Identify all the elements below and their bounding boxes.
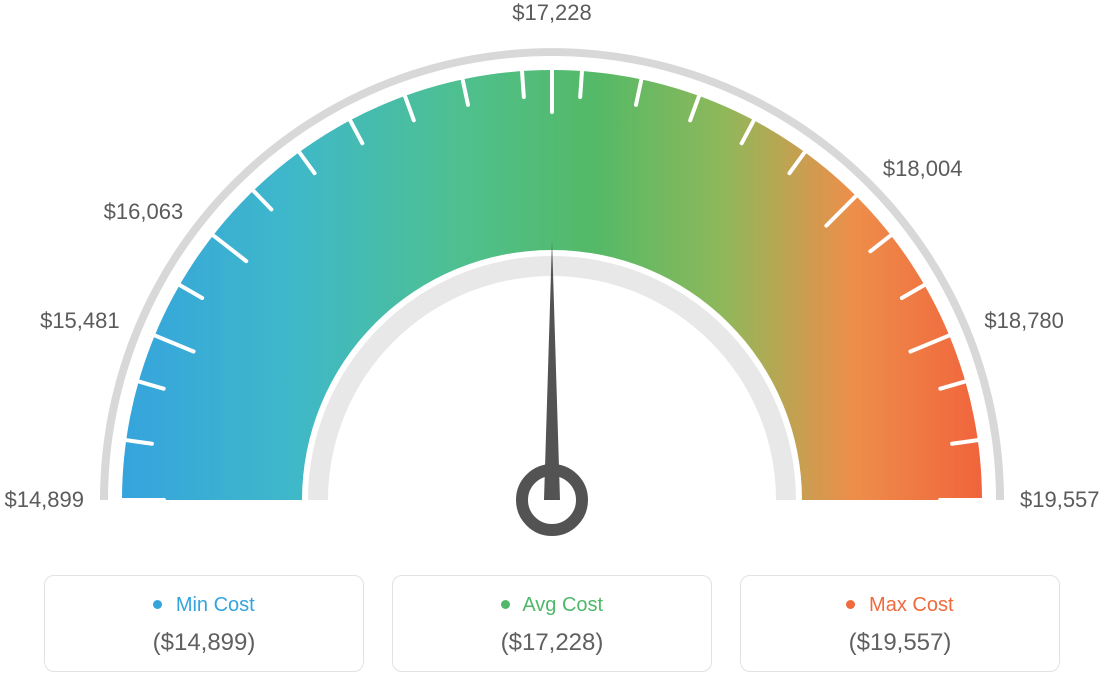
- chart-container: $14,899 $15,481 $16,063 $17,228 $18,004 $18,7…: [0, 0, 1104, 690]
- tick-label: $18,004: [883, 156, 963, 182]
- legend-title-min: Min Cost: [55, 594, 353, 617]
- legend-value-min: ($14,899): [55, 629, 353, 657]
- legend-card-avg: Avg Cost ($17,228): [392, 575, 712, 672]
- tick-label: $14,899: [4, 487, 84, 513]
- legend-title-max: Max Cost: [751, 594, 1049, 617]
- tick-label: $18,780: [984, 308, 1064, 334]
- legend-value-avg: ($17,228): [403, 629, 701, 657]
- tick: [580, 71, 582, 97]
- legend-label-max: Max Cost: [869, 594, 953, 616]
- legend-card-min: Min Cost ($14,899): [44, 575, 364, 672]
- legend-value-max: ($19,557): [751, 629, 1049, 657]
- tick-label: $19,557: [1020, 487, 1100, 513]
- tick-label: $15,481: [40, 308, 120, 334]
- legend-title-avg: Avg Cost: [403, 594, 701, 617]
- tick-label: $16,063: [104, 199, 184, 225]
- tick-label: $17,228: [512, 0, 592, 26]
- legend-label-avg: Avg Cost: [522, 594, 603, 616]
- legend-label-min: Min Cost: [176, 594, 255, 616]
- gauge-chart: $14,899 $15,481 $16,063 $17,228 $18,004 $18,7…: [0, 0, 1104, 540]
- needle: [544, 240, 560, 500]
- tick: [522, 71, 524, 97]
- legend-row: Min Cost ($14,899) Avg Cost ($17,228) Ma…: [0, 575, 1104, 672]
- gauge-svg: [0, 0, 1104, 540]
- legend-card-max: Max Cost ($19,557): [740, 575, 1060, 672]
